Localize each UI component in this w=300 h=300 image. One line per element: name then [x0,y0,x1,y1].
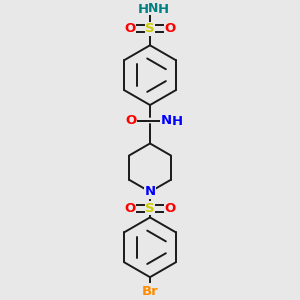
Text: O: O [124,22,135,35]
Text: N: N [148,2,158,15]
Text: H: H [158,3,169,16]
Text: N: N [161,114,172,127]
Text: S: S [145,202,155,215]
Text: O: O [165,22,176,35]
Text: O: O [125,114,136,127]
Text: H: H [172,115,183,128]
Text: H: H [138,3,149,16]
Text: N: N [144,185,156,198]
Text: Br: Br [142,286,158,298]
Text: O: O [124,202,135,215]
Text: S: S [145,22,155,35]
Text: O: O [165,202,176,215]
